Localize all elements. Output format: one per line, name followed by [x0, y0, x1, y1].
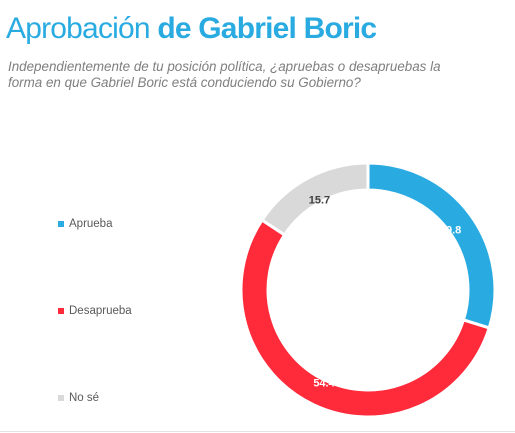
legend-item-aprueba: Aprueba	[58, 218, 112, 230]
legend-label-no-se: No sé	[69, 392, 100, 404]
legend-label-desaprueba: Desaprueba	[69, 305, 132, 317]
legend-item-desaprueba: Desaprueba	[58, 305, 132, 317]
legend-item-no-se: No sé	[58, 392, 99, 404]
chart-subtitle: Independientemente de tu posición políti…	[8, 59, 441, 90]
legend-label-aprueba: Aprueba	[69, 218, 113, 230]
legend-swatch-aprueba	[58, 221, 64, 227]
title-bold: de Gabriel Boric	[157, 12, 377, 45]
bottom-divider	[0, 431, 515, 432]
data-label-no-se: 15.7	[309, 195, 330, 207]
data-label-aprueba: 29.8	[440, 224, 461, 236]
chart-title: Aprobación de Gabriel Boric	[6, 10, 377, 48]
donut-slice-no-se	[259, 161, 370, 237]
title-light: Aprobación	[6, 12, 151, 45]
donut-slice-desaprueba	[239, 217, 492, 419]
legend-swatch-no-se	[58, 395, 64, 401]
donut-slice-aprueba	[366, 161, 497, 330]
data-label-desaprueba: 54.4	[313, 378, 335, 390]
legend-swatch-desaprueba	[58, 308, 64, 314]
